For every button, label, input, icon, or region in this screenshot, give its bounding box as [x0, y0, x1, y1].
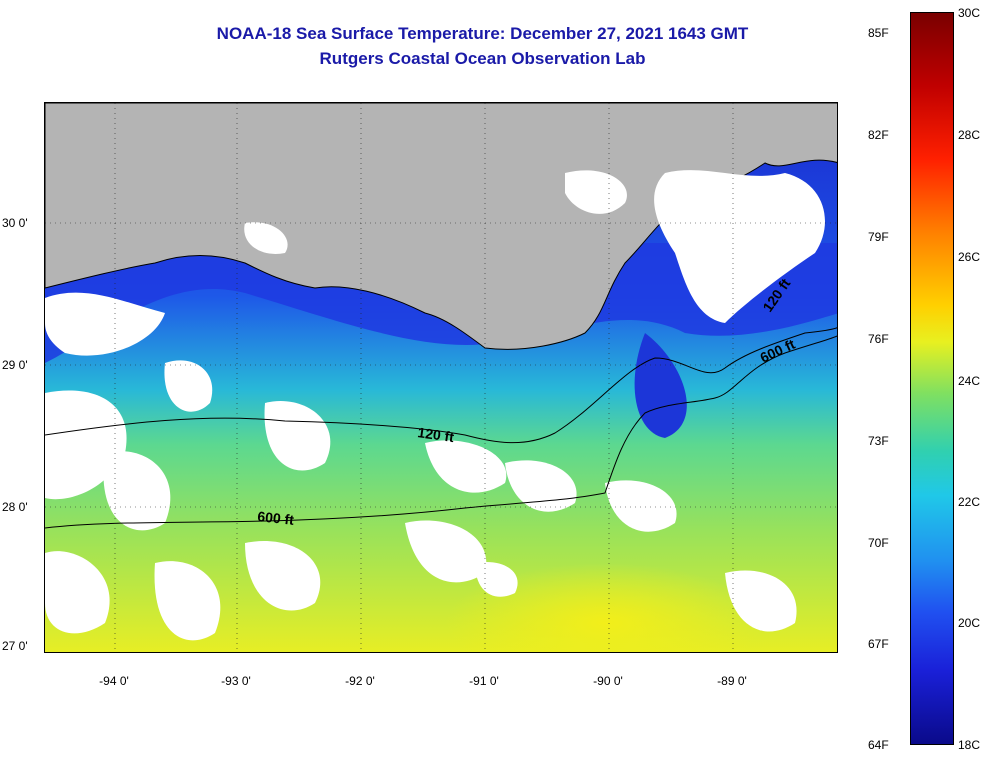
colorbar-c-28: 28C [958, 128, 981, 142]
colorbar-c-26: 26C [958, 250, 981, 264]
graticule [45, 103, 837, 652]
colorbar-f-82: 82F [868, 128, 889, 142]
colorbar-c-18: 18C [958, 738, 981, 752]
colorbar-c-24: 24C [958, 374, 981, 388]
colorbar-c-30: 30C [958, 6, 981, 20]
map-title: NOAA-18 Sea Surface Temperature: Decembe… [216, 24, 749, 43]
colorbar-f-64: 64F [868, 738, 889, 752]
colorbar-c-22: 22C [958, 495, 981, 509]
colorbar-f-67: 67F [868, 637, 889, 651]
colorbar-scale [910, 12, 954, 745]
map-subtitle: Rutgers Coastal Ocean Observation Lab [319, 49, 646, 68]
sst-map-canvas: 120 ft 600 ft 600 ft 120 ft [45, 103, 837, 652]
lon-label-94: -94 0' [99, 674, 129, 688]
lat-label-28: 28 0' [2, 500, 28, 514]
lat-label-30: 30 0' [2, 216, 28, 230]
colorbar-f-70: 70F [868, 536, 889, 550]
lon-label-89: -89 0' [717, 674, 747, 688]
colorbar-f-79: 79F [868, 230, 889, 244]
contour-label-120ft-west: 120 ft [417, 424, 456, 445]
lat-label-27: 27 0' [2, 639, 28, 653]
contour-120ft [45, 327, 837, 444]
colorbar-f-85: 85F [868, 26, 889, 40]
lon-label-93: -93 0' [221, 674, 251, 688]
contour-label-600ft-west: 600 ft [257, 508, 295, 528]
colorbar-f-73: 73F [868, 434, 889, 448]
lon-label-92: -92 0' [345, 674, 375, 688]
cloud-cover [45, 170, 825, 641]
contour-600ft [45, 335, 837, 529]
sst-map: 120 ft 600 ft 600 ft 120 ft [44, 102, 838, 653]
warm-water-patch [445, 563, 765, 652]
colorbar-f-76: 76F [868, 332, 889, 346]
lon-label-91: -91 0' [469, 674, 499, 688]
lon-label-90: -90 0' [593, 674, 623, 688]
lat-label-29: 29 0' [2, 358, 28, 372]
colorbar-c-20: 20C [958, 616, 981, 630]
